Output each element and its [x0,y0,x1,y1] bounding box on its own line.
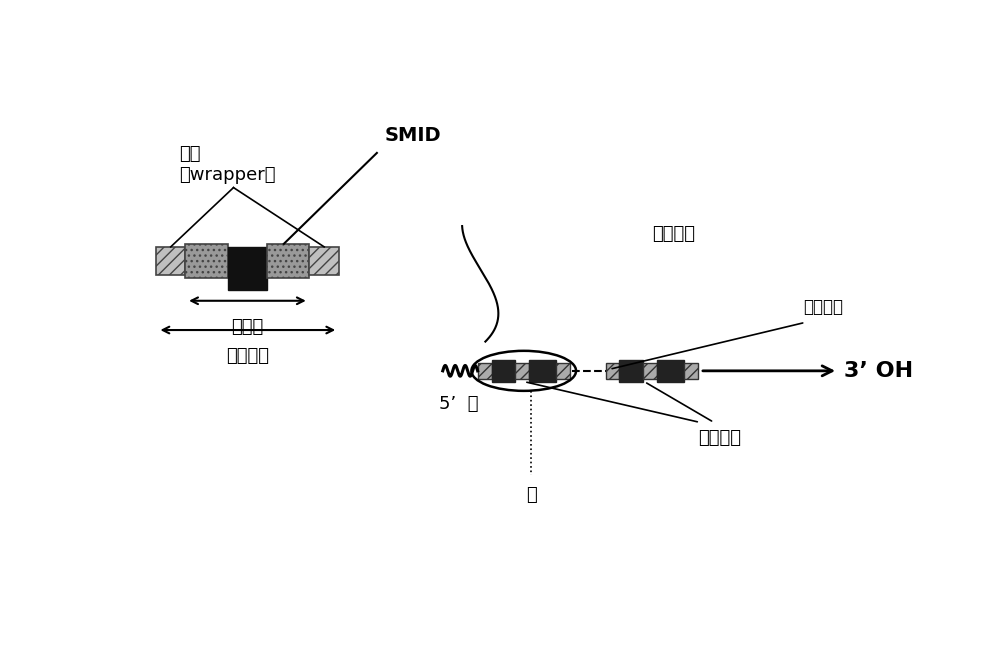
Bar [478,363,492,379]
Bar [529,360,556,381]
Text: 标记物: 标记物 [231,318,264,336]
Text: 环: 环 [526,486,537,505]
Bar [492,360,515,381]
Bar [228,247,267,290]
Bar [156,247,185,274]
Bar [515,363,529,379]
Bar [556,363,570,379]
Text: SMID: SMID [385,126,441,145]
Bar [185,244,228,278]
Bar [657,360,684,381]
Bar [643,363,657,379]
Bar [267,244,309,278]
Text: 标记物块: 标记物块 [698,429,742,447]
Bar [619,360,643,381]
Text: 3’ OH: 3’ OH [844,361,913,381]
Bar [684,363,698,379]
Text: 5’  尾: 5’ 尾 [439,396,478,413]
Text: 标记物块: 标记物块 [226,347,269,365]
Bar [606,363,619,379]
Text: 连接元件: 连接元件 [803,298,843,316]
Text: 标签图例: 标签图例 [652,225,695,243]
Bar [309,247,339,274]
Text: 封套
（wrapper）: 封套 （wrapper） [179,145,276,184]
